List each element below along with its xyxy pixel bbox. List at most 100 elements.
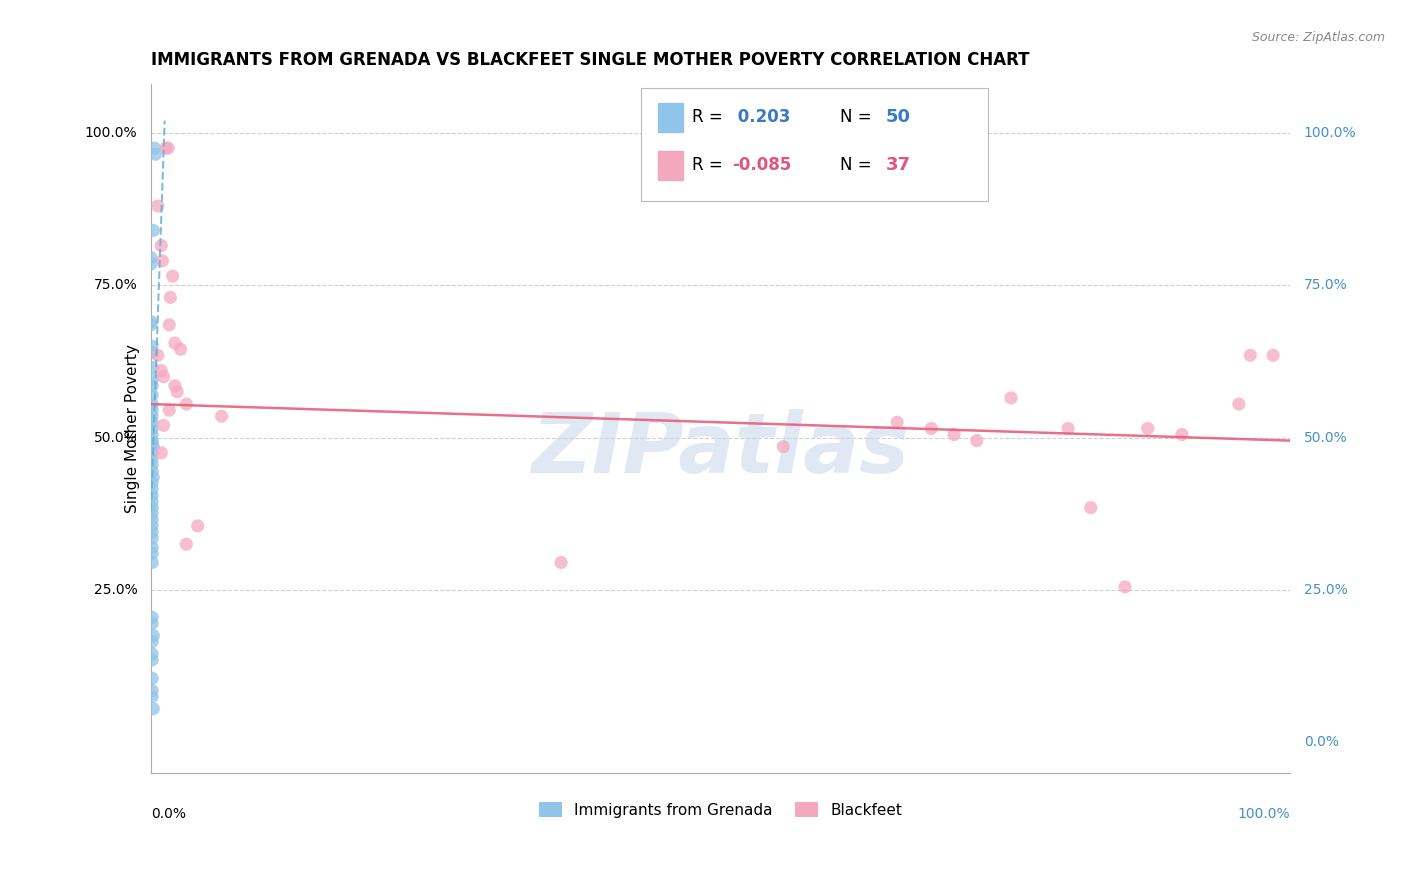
Point: [141, 345, 163, 359]
Point: [141, 409, 163, 424]
Point: [176, 397, 198, 411]
Text: N =: N =: [841, 156, 877, 174]
Point: [1057, 421, 1080, 435]
Point: [150, 446, 173, 460]
Point: [141, 421, 163, 435]
Point: [155, 141, 177, 155]
Point: [142, 223, 165, 237]
Point: [141, 458, 163, 472]
Text: 75.0%: 75.0%: [94, 278, 138, 293]
Point: [141, 434, 163, 448]
Point: [163, 336, 186, 351]
Point: [141, 513, 163, 527]
Point: [141, 647, 163, 661]
Point: [943, 427, 966, 442]
Point: [145, 147, 167, 161]
Point: [139, 318, 162, 332]
Point: [886, 415, 908, 429]
Point: [162, 269, 184, 284]
Point: [1227, 397, 1250, 411]
Point: [139, 315, 162, 329]
Point: [169, 342, 191, 356]
Point: [139, 257, 162, 271]
Legend: Immigrants from Grenada, Blackfeet: Immigrants from Grenada, Blackfeet: [533, 796, 908, 823]
FancyBboxPatch shape: [641, 87, 988, 202]
Point: [141, 690, 163, 704]
Point: [141, 360, 163, 375]
Point: [1080, 500, 1102, 515]
Point: [150, 363, 173, 377]
Point: [141, 524, 163, 539]
Point: [1136, 421, 1159, 435]
Bar: [658, 103, 683, 132]
Point: [143, 141, 166, 155]
Point: [187, 519, 209, 533]
Point: [141, 634, 163, 648]
Point: [142, 440, 165, 454]
Point: [166, 384, 188, 399]
Point: [1239, 348, 1261, 362]
Text: 37: 37: [886, 156, 911, 174]
Text: IMMIGRANTS FROM GRENADA VS BLACKFEET SINGLE MOTHER POVERTY CORRELATION CHART: IMMIGRANTS FROM GRENADA VS BLACKFEET SIN…: [150, 51, 1029, 69]
Text: 50.0%: 50.0%: [94, 431, 138, 444]
Text: 0.0%: 0.0%: [150, 807, 186, 822]
Point: [141, 500, 163, 515]
Point: [141, 451, 163, 466]
Point: [141, 610, 163, 624]
Point: [141, 531, 163, 545]
Point: [157, 403, 180, 417]
Point: [141, 339, 163, 353]
Point: [141, 671, 163, 685]
Point: [141, 476, 163, 491]
Point: [141, 388, 163, 402]
Text: 0.0%: 0.0%: [1303, 735, 1339, 749]
Text: N =: N =: [841, 108, 877, 126]
Point: [146, 348, 169, 362]
Point: [141, 488, 163, 502]
Point: [150, 238, 173, 252]
Point: [141, 436, 163, 450]
Text: Source: ZipAtlas.com: Source: ZipAtlas.com: [1251, 31, 1385, 45]
Text: R =: R =: [692, 156, 728, 174]
Bar: [658, 151, 683, 180]
Text: 25.0%: 25.0%: [94, 582, 138, 597]
Text: 75.0%: 75.0%: [1303, 278, 1347, 293]
Point: [141, 446, 163, 460]
Point: [141, 464, 163, 478]
Point: [142, 470, 165, 484]
Text: 50: 50: [886, 108, 911, 126]
Point: [550, 556, 572, 570]
Text: ZIPatlas: ZIPatlas: [531, 409, 910, 490]
Point: [141, 494, 163, 508]
Point: [141, 415, 163, 429]
Point: [146, 199, 169, 213]
Text: 0.203: 0.203: [733, 108, 790, 126]
Text: -0.085: -0.085: [733, 156, 792, 174]
Point: [141, 556, 163, 570]
Point: [139, 251, 162, 265]
Point: [1171, 427, 1194, 442]
Point: [141, 546, 163, 560]
Point: [211, 409, 233, 424]
Point: [150, 253, 173, 268]
Text: 100.0%: 100.0%: [84, 126, 138, 140]
Y-axis label: Single Mother Poverty: Single Mother Poverty: [125, 344, 139, 513]
Text: 100.0%: 100.0%: [1303, 126, 1357, 140]
Point: [157, 318, 180, 332]
Point: [141, 653, 163, 667]
Point: [141, 397, 163, 411]
Point: [141, 373, 163, 387]
Point: [152, 418, 174, 433]
Point: [141, 378, 163, 392]
Point: [920, 421, 942, 435]
Point: [1114, 580, 1136, 594]
Text: 50.0%: 50.0%: [1303, 431, 1347, 444]
Point: [1261, 348, 1284, 362]
Point: [159, 290, 181, 304]
Text: 100.0%: 100.0%: [1237, 807, 1291, 822]
Point: [772, 440, 794, 454]
Text: 25.0%: 25.0%: [1303, 582, 1347, 597]
Point: [141, 541, 163, 555]
Point: [163, 378, 186, 392]
Text: R =: R =: [692, 108, 728, 126]
